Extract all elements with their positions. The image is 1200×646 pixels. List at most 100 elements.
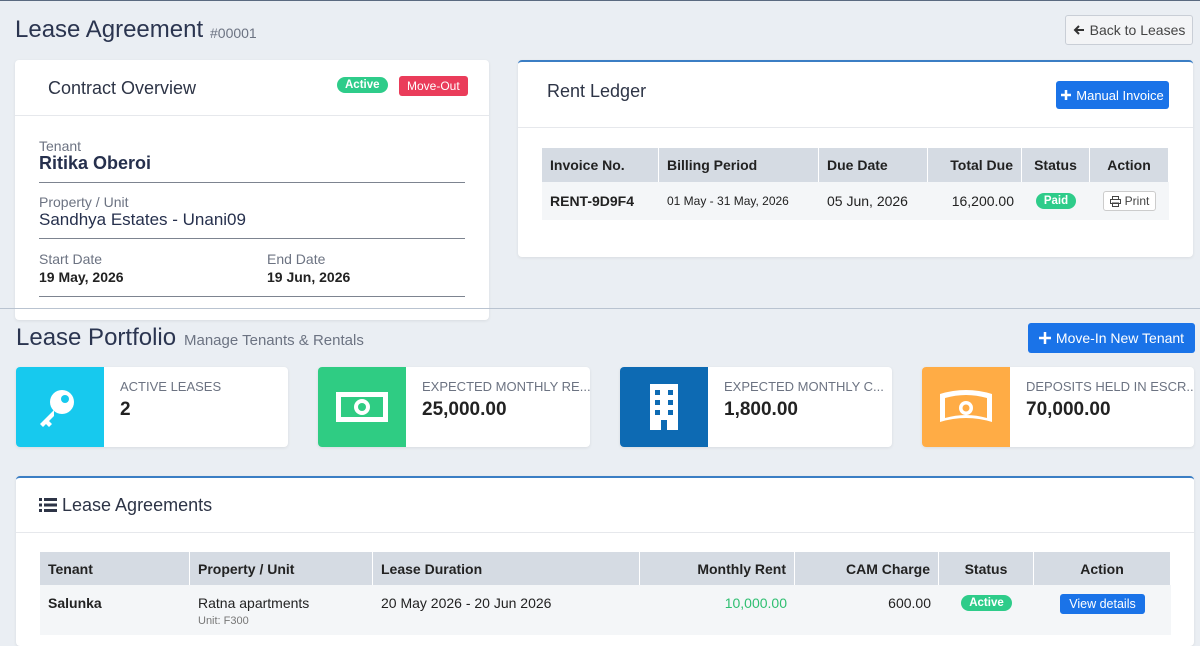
print-icon — [1109, 195, 1121, 207]
column-header: Tenant — [40, 552, 190, 585]
section-subtitle: Manage Tenants & Rentals — [184, 332, 364, 349]
stat-label: EXPECTED MONTHLY C... — [724, 379, 884, 394]
table-cell: Paid — [1022, 182, 1090, 220]
stat-icon — [940, 390, 992, 422]
badge-moveout: Move-Out — [399, 76, 468, 96]
agreements-card: Lease Agreements Tenant Property / Unit Le… — [16, 476, 1194, 646]
unit-text: Unit: F300 — [198, 615, 249, 627]
card-title: Rent Ledger — [547, 81, 647, 101]
view-button[interactable]: View details — [1060, 594, 1145, 614]
top-border — [0, 0, 1200, 1]
card-title: Lease Agreements — [62, 495, 213, 515]
stat-card: DEPOSITS HELD IN ESCR... 70,000.00 — [922, 367, 1194, 447]
stat-label: DEPOSITS HELD IN ESCR... — [1026, 379, 1194, 394]
divider — [39, 238, 465, 239]
table-cell: View details — [1034, 585, 1171, 635]
field-label: Start Date — [39, 251, 103, 267]
arrow-icon — [1073, 25, 1084, 35]
plus-icon — [1061, 90, 1072, 100]
table-cell: Active — [939, 585, 1034, 635]
column-header: Status — [1022, 148, 1090, 182]
cell-text: 16,200.00 — [951, 193, 1014, 209]
cell-text: 20 May 2026 - 20 Jun 2026 — [381, 595, 552, 611]
stat-icon-box — [16, 367, 104, 447]
cell-text: RENT-9D9F4 — [550, 193, 635, 209]
field-value: 19 May, 2026 — [39, 269, 124, 285]
column-header: Monthly Rent — [640, 552, 795, 585]
plus-icon — [1038, 332, 1051, 344]
cell-text: 01 May - 31 May, 2026 — [667, 194, 789, 208]
cell-text: Salunka — [48, 595, 102, 611]
back-label: Back to Leases — [1089, 22, 1186, 38]
column-header: Invoice No. — [542, 148, 659, 182]
card-title: Contract Overview — [48, 78, 197, 98]
column-header: Action — [1034, 552, 1171, 585]
manual-invoice-button[interactable]: Manual Invoice — [1056, 81, 1169, 109]
stat-icon — [650, 384, 678, 430]
table-cell: 05 Jun, 2026 — [819, 182, 928, 220]
cell-text: Ratna apartments — [198, 595, 310, 611]
table-cell: 16,200.00 — [928, 182, 1022, 220]
contract-card: Contract Overview Active Move-Out Tenant… — [15, 60, 489, 320]
badge-active: Active — [337, 77, 388, 93]
field-label: Tenant — [39, 138, 82, 154]
field-label: Property / Unit — [39, 194, 129, 210]
button-label: Print — [1124, 194, 1150, 208]
stat-value: 2 — [120, 399, 131, 420]
table-cell: Ratna apartments Unit: F300 — [190, 585, 373, 635]
ledger-card: Rent Ledger Manual Invoice Invoice No. Bi… — [518, 60, 1193, 257]
field-label: End Date — [267, 251, 326, 267]
column-header: Status — [939, 552, 1034, 585]
status-badge: Active — [961, 595, 1012, 611]
table-cell: 20 May 2026 - 20 Jun 2026 — [373, 585, 640, 635]
field-value: 19 Jun, 2026 — [267, 269, 351, 285]
table-cell: Salunka — [40, 585, 190, 635]
stat-icon-box — [620, 367, 708, 447]
stat-card: EXPECTED MONTHLY C... 1,800.00 — [620, 367, 892, 447]
table-cell: Print — [1090, 182, 1169, 220]
cell-stack: Ratna apartments Unit: F300 — [198, 595, 309, 627]
section-border — [0, 308, 1200, 309]
button-label: Manual Invoice — [1076, 87, 1164, 103]
stat-value: 1,800.00 — [724, 399, 798, 420]
stat-card: ACTIVE LEASES 2 — [16, 367, 288, 447]
column-header: Lease Duration — [373, 552, 640, 585]
page-title: Lease Agreement — [15, 16, 204, 43]
stat-icon-box — [318, 367, 406, 447]
divider — [16, 532, 1194, 533]
cell-text: 05 Jun, 2026 — [827, 193, 908, 209]
stat-icon-box — [922, 367, 1010, 447]
table-cell: 600.00 — [795, 585, 939, 635]
column-header: CAM Charge — [795, 552, 939, 585]
back-button[interactable]: Back to Leases — [1065, 15, 1193, 45]
column-header: Action — [1090, 148, 1169, 182]
move-in-button[interactable]: Move-In New Tenant — [1028, 323, 1195, 353]
stat-icon — [40, 390, 74, 427]
divider — [39, 296, 465, 297]
column-header: Due Date — [819, 148, 928, 182]
ledger-table: Invoice No. Billing Period Due Date Total D… — [542, 148, 1169, 220]
stat-value: 70,000.00 — [1026, 399, 1111, 420]
column-header: Total Due — [928, 148, 1022, 182]
lease-id: #00001 — [210, 25, 257, 41]
stat-icon — [336, 392, 388, 422]
column-header: Billing Period — [659, 148, 819, 182]
cell-text: 600.00 — [888, 595, 931, 611]
list-icon — [39, 498, 57, 512]
agreements-table: Tenant Property / Unit Lease Duration Month… — [40, 552, 1171, 635]
table-cell: 10,000.00 — [640, 585, 795, 635]
divider — [15, 115, 489, 116]
section-title: Lease Portfolio — [16, 324, 177, 351]
field-value: Ritika Oberoi — [39, 153, 152, 173]
print-button[interactable]: Print — [1102, 191, 1157, 211]
stat-card: EXPECTED MONTHLY RE... 25,000.00 — [318, 367, 590, 447]
divider — [518, 127, 1193, 128]
column-header: Property / Unit — [190, 552, 373, 585]
button-label: Move-In New Tenant — [1055, 330, 1185, 346]
stat-value: 25,000.00 — [422, 399, 507, 420]
divider — [39, 182, 465, 183]
table-cell: RENT-9D9F4 — [542, 182, 659, 220]
field-value: Sandhya Estates - Unani09 — [39, 210, 246, 229]
stat-label: EXPECTED MONTHLY RE... — [422, 379, 590, 394]
